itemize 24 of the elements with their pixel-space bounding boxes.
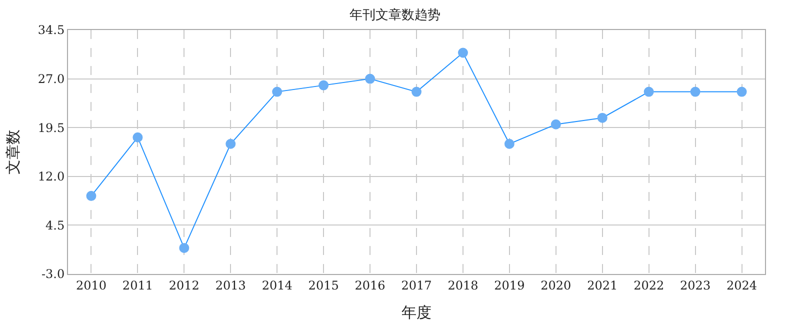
x-tick-label: 2024 <box>726 278 758 292</box>
y-tick-label: -3.0 <box>41 267 65 282</box>
x-tick-label: 2010 <box>76 278 107 292</box>
x-axis-title: 年度 <box>402 303 432 322</box>
x-tick-label: 2016 <box>354 278 386 292</box>
x-tick-label: 2012 <box>168 278 200 292</box>
x-tick-label: 2018 <box>448 278 478 292</box>
x-tick-label: 2013 <box>215 278 246 292</box>
y-tick-label: 34.5 <box>38 23 65 38</box>
x-tick-label: 2019 <box>494 278 525 292</box>
x-tick-label: 2014 <box>262 278 293 292</box>
x-tick-label: 2023 <box>680 278 711 292</box>
y-tick-label: 4.5 <box>46 218 65 232</box>
y-tick-label: 12.0 <box>38 170 65 184</box>
x-tick-label: 2017 <box>401 278 432 292</box>
chart-title: 年刊文章数趋势 <box>350 8 440 23</box>
x-tick-label: 2015 <box>308 278 339 292</box>
y-axis-title: 文章数 <box>4 130 22 174</box>
x-tick-label: 2011 <box>122 278 153 292</box>
y-tick-label: 19.5 <box>38 120 65 135</box>
x-tick-label: 2021 <box>587 278 618 292</box>
y-tick-label: 27.0 <box>38 72 65 86</box>
x-tick-label: 2022 <box>634 278 664 292</box>
x-tick-label: 2020 <box>540 278 572 292</box>
